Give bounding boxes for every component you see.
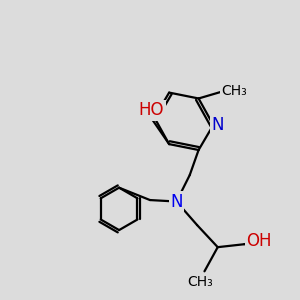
Text: N: N xyxy=(170,193,183,211)
Text: HO: HO xyxy=(139,101,164,119)
Text: OH: OH xyxy=(246,232,272,250)
Text: CH₃: CH₃ xyxy=(187,274,213,289)
Text: N: N xyxy=(212,116,224,134)
Text: CH₃: CH₃ xyxy=(221,84,247,98)
